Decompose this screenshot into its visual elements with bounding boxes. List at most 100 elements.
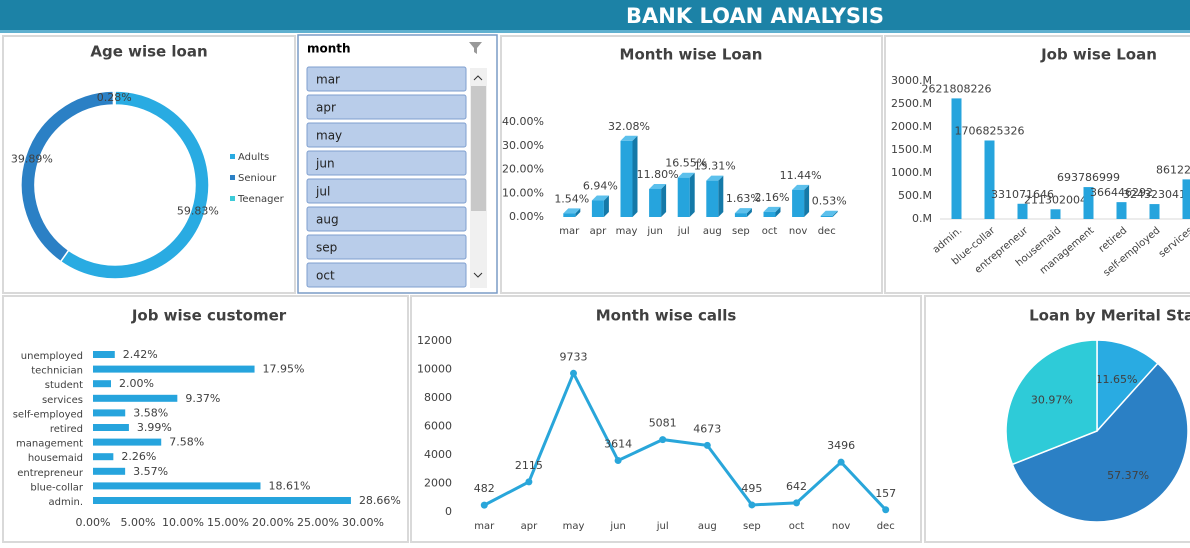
scroll-thumb[interactable]	[471, 86, 486, 211]
bar	[1083, 187, 1094, 219]
line	[483, 369, 887, 511]
y-tick-label: 0.00%	[509, 210, 544, 223]
x-tick-label: oct	[789, 521, 805, 532]
slicer-item[interactable]	[306, 66, 467, 92]
chart: Month wise Loan 0.00% 10.00% 20.00% 30.00% 40…	[502, 46, 847, 238]
x-tick-label: 25.00%	[297, 516, 339, 529]
x-tick-label: jul	[656, 521, 669, 532]
panel	[500, 35, 883, 294]
slicer-item-label[interactable]: oct	[316, 269, 335, 283]
bar-side	[575, 208, 581, 217]
bar-top	[706, 175, 724, 181]
scroll-up[interactable]	[473, 75, 483, 81]
bar	[951, 98, 962, 219]
data-label: 693786999	[1057, 171, 1120, 184]
bar	[563, 213, 576, 217]
bar-top	[763, 206, 781, 212]
data-label: 1.63%	[726, 192, 761, 205]
bar-top	[820, 210, 838, 216]
data-label: 9.37%	[185, 392, 220, 405]
slicer-item[interactable]	[306, 122, 467, 148]
slicer-item[interactable]	[306, 262, 467, 288]
slicer-item-label[interactable]: apr	[316, 101, 336, 115]
legend-swatch	[230, 154, 235, 159]
bar	[984, 140, 995, 219]
scroll-down[interactable]	[473, 272, 483, 278]
bar	[93, 409, 126, 417]
data-label: 324323041	[1123, 188, 1186, 201]
data-label: 11.44%	[780, 169, 822, 182]
bar	[93, 497, 351, 504]
data-label: 6.94%	[583, 180, 618, 193]
x-tick-label: aug	[698, 521, 717, 532]
data-label: 11.65%	[1096, 373, 1138, 386]
slicer-item-label[interactable]: sep	[316, 241, 337, 255]
point	[748, 501, 756, 509]
panel	[410, 295, 922, 543]
x-tick-label: may	[563, 521, 585, 532]
point	[837, 458, 845, 466]
slicer-item[interactable]	[306, 178, 467, 204]
data-label: 3.99%	[137, 421, 172, 434]
data-label: 30.97%	[1031, 393, 1073, 406]
clear-filter-icon[interactable]	[469, 42, 482, 54]
data-label: 18.61%	[268, 479, 310, 492]
y-tick-label: 20.00%	[502, 163, 544, 176]
x-tick-label: dec	[877, 521, 895, 532]
x-tick-label: apr	[521, 521, 538, 532]
slicer-item[interactable]	[306, 150, 467, 176]
bar	[620, 140, 633, 217]
data-label: 331071646	[991, 188, 1054, 201]
data-label: 2621808226	[922, 82, 992, 95]
bar	[649, 188, 662, 217]
bar	[1149, 204, 1160, 219]
data-label: 39.89%	[11, 152, 53, 165]
data-label: 32.08%	[608, 120, 650, 133]
y-tick-label: 0	[445, 505, 452, 518]
bar	[1050, 209, 1061, 219]
slicer-item-label[interactable]: aug	[316, 213, 339, 227]
data-label: 211302004	[1024, 193, 1087, 206]
data-label: 9733	[560, 350, 588, 363]
y-tick-label: 0.M	[912, 212, 932, 225]
chart: Age wise loan 59.83% 39.89% 0.28% Adults Seni…	[11, 43, 285, 280]
x-tick-label: sep	[743, 521, 761, 532]
slicer-item[interactable]	[306, 94, 467, 120]
y-tick-label: 1000.M	[891, 166, 932, 179]
point	[480, 501, 488, 509]
data-label: 1.54%	[554, 192, 589, 205]
slicer-item-label[interactable]: mar	[316, 73, 340, 87]
data-label: 4673	[693, 422, 721, 435]
x-tick-label: apr	[590, 226, 607, 237]
bar-top	[734, 208, 752, 214]
x-tick-label: nov	[832, 521, 850, 532]
data-label: 15.31%	[694, 160, 736, 173]
slicer-item-label[interactable]: jun	[315, 157, 335, 171]
slicer-item[interactable]	[306, 234, 467, 260]
data-label: 482	[474, 482, 495, 495]
bar-top	[649, 183, 667, 189]
y-tick-label: 40.00%	[502, 115, 544, 128]
bar	[93, 438, 162, 446]
bar	[591, 200, 604, 217]
slice	[112, 90, 116, 106]
x-tick-label: nov	[789, 226, 807, 237]
legend-swatch	[230, 196, 235, 201]
y-tick-label: 6000	[424, 420, 452, 433]
slicer-item-label[interactable]: may	[316, 129, 342, 143]
data-label: 2.42%	[123, 348, 158, 361]
bar	[93, 467, 126, 475]
bar	[93, 424, 129, 431]
chart: Loan by Merital Status 11.65% 57.37% 30.97%	[1005, 307, 1190, 523]
point	[570, 369, 577, 377]
x-tick-label: 0.00%	[76, 516, 111, 529]
y-tick-label: student	[45, 380, 83, 391]
slicer-item-label[interactable]: jul	[315, 185, 330, 199]
bar	[93, 380, 111, 388]
header-bar	[0, 0, 1190, 30]
bar-top	[677, 172, 695, 178]
data-label: 3496	[827, 439, 855, 452]
slicer-item[interactable]	[306, 206, 467, 232]
chart-title: Month wise Loan	[620, 46, 763, 64]
y-tick-label: 4000	[424, 448, 452, 461]
